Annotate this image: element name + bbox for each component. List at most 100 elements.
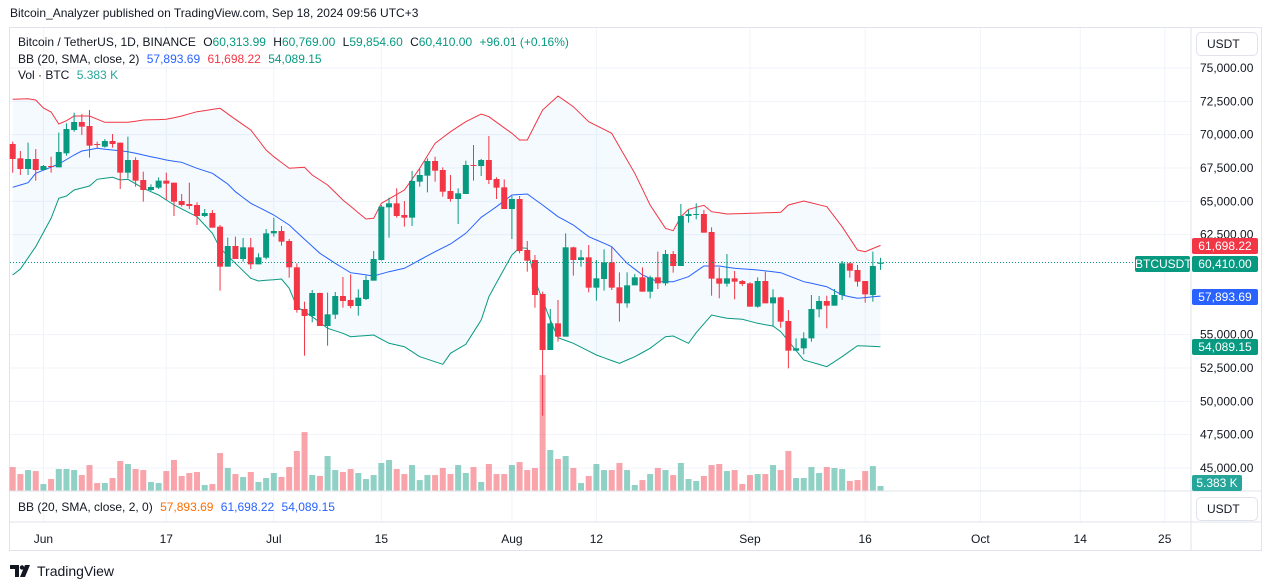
volume-label[interactable]: Vol · BTC (18, 68, 70, 82)
volume-bar (601, 470, 608, 491)
price-axis[interactable]: 75,000.00 72,500.00 70,000.00 67,500.00 65,0… (1200, 61, 1254, 475)
tradingview-logo-icon (10, 565, 30, 577)
time-axis-label: 15 (375, 532, 389, 546)
candle-body (255, 257, 262, 265)
volume-bar (585, 475, 592, 491)
time-axis-label: 14 (1074, 532, 1088, 546)
candle-body (339, 295, 346, 301)
volume-bar (654, 467, 661, 491)
candle-body (777, 297, 784, 322)
price-axis-label: 50,000.00 (1200, 394, 1254, 408)
volume-bar (470, 467, 477, 491)
candle-body (639, 277, 646, 292)
candle-body (816, 300, 823, 310)
candles (9, 109, 884, 416)
volume-bar (816, 472, 823, 491)
volume-bar (140, 470, 147, 491)
open-label: O (203, 35, 213, 49)
symbol-name[interactable]: Bitcoin / TetherUS, 1D, BINANCE (18, 35, 196, 49)
volume-bar (793, 478, 800, 491)
time-axis-label: 16 (859, 532, 873, 546)
candle-body (447, 190, 454, 199)
low-value: 59,854.60 (349, 35, 403, 49)
candle-body (86, 125, 93, 146)
volume-bar (631, 484, 638, 491)
volume-bar (608, 470, 615, 491)
change-value: +96.01 (+0.16%) (479, 35, 569, 49)
volume-bar (554, 458, 561, 491)
volume-bar (823, 467, 830, 491)
volume-bar (186, 472, 193, 491)
candle-body (55, 151, 62, 168)
bb-pane-label[interactable]: BB (20, SMA, close, 2, 0) (18, 500, 153, 514)
candle-body (739, 280, 746, 284)
volume-bar (278, 476, 285, 491)
legend-symbol-row: Bitcoin / TetherUS, 1D, BINANCE O60,313.… (18, 35, 573, 49)
volume-bar (247, 471, 254, 491)
candle-body (754, 280, 761, 307)
volume-bar (693, 480, 700, 491)
candle-body (309, 292, 316, 316)
candle-body (493, 178, 500, 188)
candle-body (862, 280, 869, 295)
volume-bar (662, 470, 669, 491)
candle-body (631, 277, 638, 286)
time-axis[interactable]: Jun 17 Jul 15 Aug 12 Sep 16 Oct 14 25 (34, 532, 1172, 546)
candle-body (770, 297, 777, 304)
bb-pane-value-2: 61,698.22 (220, 500, 275, 514)
candle-body (40, 165, 47, 170)
bb-pane-unit-button[interactable]: USDT (1196, 497, 1258, 521)
candle-body (432, 160, 439, 171)
volume-bar (439, 467, 446, 491)
volume-bar (401, 474, 408, 491)
volume-bar (71, 470, 78, 491)
candle-body (293, 267, 300, 310)
candle-body (217, 226, 224, 267)
bb-upper-value: 61,698.22 (207, 52, 261, 66)
volume-bar (831, 467, 838, 491)
candle-body (462, 164, 469, 194)
chart-frame (9, 27, 1262, 551)
volume-bar (63, 469, 70, 491)
volume-bar (25, 470, 32, 491)
candle-body (601, 262, 608, 279)
bb-upper-tag: 61,698.22 (1192, 238, 1258, 254)
volume-bar (839, 469, 846, 491)
volume-bar (232, 474, 239, 491)
volume-bar (378, 462, 385, 491)
candle-body (347, 299, 354, 306)
candle-body (823, 300, 830, 306)
volume-bar (94, 483, 101, 491)
tradingview-logo[interactable]: TradingView (10, 563, 114, 579)
currency-unit-button[interactable]: USDT (1196, 32, 1258, 56)
volume-bar (263, 478, 270, 491)
tradingview-logo-text: TradingView (37, 563, 115, 579)
volume-bar (685, 479, 692, 491)
candle-body (132, 159, 139, 181)
bb-label[interactable]: BB (20, SMA, close, 2) (18, 52, 140, 66)
volume-bar (485, 463, 492, 491)
volume-bar (700, 475, 707, 491)
candle-body (416, 174, 423, 182)
symbol-price-tag: BTCUSDT (1135, 256, 1192, 272)
volume-bar (462, 472, 469, 491)
price-axis-label: 52,500.00 (1200, 361, 1254, 375)
candle-body (562, 247, 569, 337)
candle-body (539, 293, 546, 350)
price-axis-label: 70,000.00 (1200, 128, 1254, 142)
candle-body (731, 278, 738, 282)
legend-volume-row: Vol · BTC 5.383 K (18, 68, 122, 82)
volume-bar (578, 483, 585, 491)
candle-body (839, 263, 846, 295)
volume-bar (40, 484, 47, 491)
volume-bar (309, 475, 316, 491)
candle-body (831, 294, 838, 306)
candle-body (147, 186, 154, 190)
candle-body (316, 292, 323, 326)
candle-body (170, 182, 177, 202)
candle-body (854, 269, 861, 282)
candle-body (455, 193, 462, 199)
candle-body (209, 212, 216, 228)
candle-body (71, 121, 78, 130)
